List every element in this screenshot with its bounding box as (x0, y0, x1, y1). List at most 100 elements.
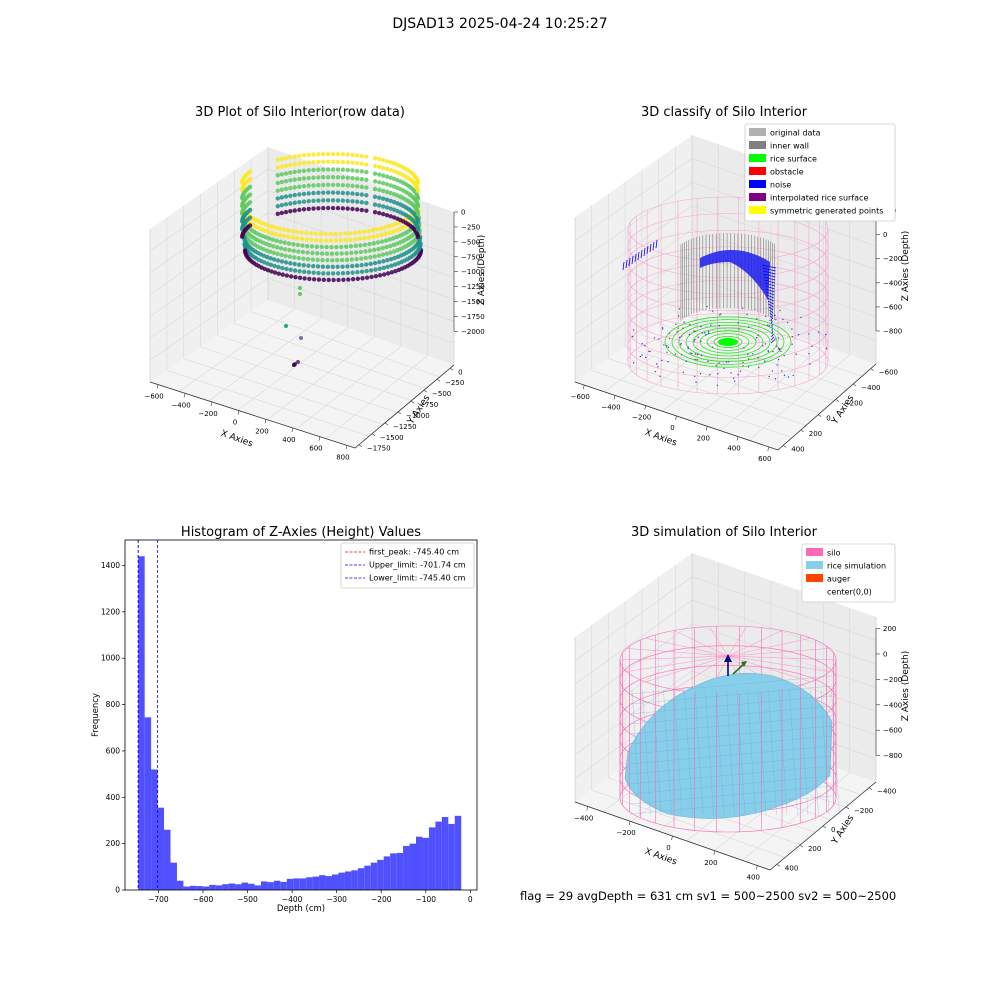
raw-point (388, 175, 393, 180)
legend-swatch (749, 193, 766, 201)
classified-point (808, 333, 810, 335)
auger-arrow (732, 663, 745, 675)
y-axis-line (354, 364, 455, 449)
rice-surface-ring (664, 316, 792, 368)
classified-point (738, 328, 740, 330)
classified-point (707, 360, 709, 363)
legend-swatch (806, 561, 823, 569)
z-tick-label: −200 (883, 255, 902, 263)
surface-mesh (631, 689, 641, 816)
raw-point (345, 190, 350, 196)
raw-point (279, 252, 284, 258)
raw-point (335, 182, 341, 188)
raw-point (299, 236, 305, 242)
raw-point (345, 175, 350, 180)
classified-point (772, 350, 774, 353)
raw-point (311, 263, 316, 269)
legend-swatch (749, 128, 766, 136)
x-tick-label: 0 (233, 419, 237, 427)
raw-point (329, 251, 335, 256)
x-tick (755, 865, 758, 870)
silo-roof-wire (727, 637, 811, 657)
x-tick-label: −400 (282, 895, 303, 904)
noise-stroke (649, 243, 652, 253)
classified-point (696, 359, 698, 361)
raw-point (324, 251, 330, 256)
legend-swatch (806, 574, 823, 582)
silo-roof-wire (619, 655, 729, 661)
raw-point (379, 239, 385, 244)
histogram-bar (377, 859, 384, 890)
classified-point (665, 345, 668, 347)
surface-mesh (768, 689, 777, 816)
x-axis-line (149, 381, 356, 449)
raw-point (300, 249, 306, 255)
raw-point (282, 233, 287, 239)
raw-point (381, 196, 386, 201)
raw-point (340, 271, 346, 276)
raw-point (325, 159, 331, 164)
raw-point (330, 174, 336, 180)
noise-stroke (646, 245, 649, 255)
classified-point (668, 332, 671, 334)
classified-point (786, 321, 789, 324)
raw-point (361, 229, 367, 234)
raw-point (359, 262, 364, 268)
y-tick-label: 200 (106, 839, 121, 848)
classified-point (747, 353, 749, 356)
raw-point (316, 190, 321, 196)
raw-point (292, 268, 298, 273)
raw-point (275, 203, 280, 209)
x-tick-label: −200 (371, 895, 392, 904)
raw-point (287, 247, 292, 253)
z-tick-label: −1750 (461, 313, 485, 321)
raw-point (270, 237, 276, 242)
raw-point (306, 152, 311, 158)
x-tick-label: −200 (198, 410, 217, 418)
raw-point (357, 230, 362, 235)
raw-point (350, 199, 355, 204)
x-tick (705, 426, 708, 431)
raw-point (372, 210, 378, 215)
histogram-bar (273, 880, 281, 890)
raw-point (296, 255, 301, 261)
surface-mesh (694, 689, 704, 816)
x-tick-label: 200 (697, 434, 710, 442)
raw-point (359, 169, 365, 174)
raw-point (350, 160, 355, 165)
raw-point (381, 265, 386, 271)
z-tick-label: −800 (883, 328, 902, 336)
histogram-bar (176, 880, 184, 890)
raw-point (279, 259, 285, 264)
raw-point (247, 192, 253, 197)
raw-point (355, 276, 361, 281)
y-tick (384, 422, 389, 426)
histogram-bar (306, 877, 313, 890)
raw-point (311, 270, 316, 275)
histogram-bar (357, 868, 365, 890)
raw-point (373, 273, 379, 279)
raw-point (354, 207, 360, 212)
raw-point (390, 222, 395, 228)
classified-point (707, 332, 710, 334)
raw-point (376, 253, 382, 258)
histogram-bar (241, 882, 249, 890)
classified-point (766, 324, 769, 326)
raw-point (268, 256, 273, 261)
x-tick-label: 600 (758, 455, 771, 463)
raw-point (288, 267, 293, 273)
y-tick-label: 1000 (101, 654, 120, 663)
raw-point (275, 211, 280, 217)
classified-point (689, 323, 691, 326)
noise-stroke (625, 259, 628, 269)
noise-stroke (640, 249, 643, 259)
surface-mesh (831, 689, 840, 816)
classified-point (809, 363, 811, 365)
raw-point (371, 234, 376, 239)
raw-point (359, 184, 365, 190)
raw-point (384, 182, 390, 187)
histogram-bar (332, 874, 339, 890)
raw-point (381, 259, 386, 264)
raw-point (363, 255, 369, 261)
y-tick (436, 378, 441, 382)
